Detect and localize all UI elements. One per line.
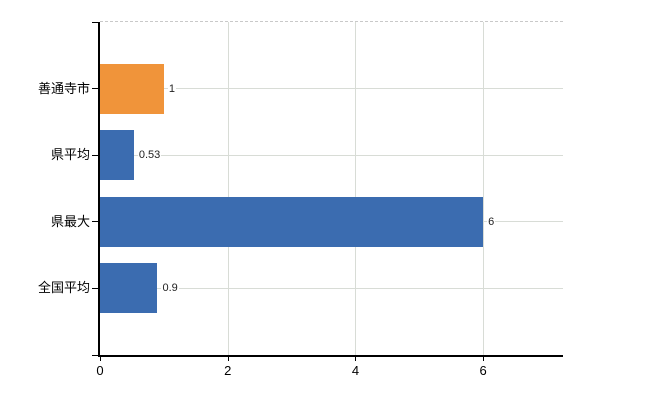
- x-tick-label-2: 4: [351, 363, 360, 378]
- x-axis-line: [98, 355, 563, 357]
- value-label-1: 0.53: [137, 148, 162, 163]
- bar-3: [100, 263, 158, 314]
- y-axis-edge-tick: [92, 21, 98, 23]
- x-tick-label-0: 0: [96, 363, 104, 378]
- y-gridline: [100, 88, 563, 90]
- y-axis-edge-tick: [92, 354, 98, 356]
- x-gridline: [483, 22, 485, 355]
- y-axis-tick: [92, 154, 98, 156]
- y-axis-tick: [92, 221, 98, 223]
- bar-1: [100, 130, 134, 181]
- x-gridline: [227, 22, 229, 355]
- y-axis-tick: [92, 88, 98, 90]
- value-label-0: 1: [167, 81, 176, 96]
- y-gridline: [100, 154, 563, 156]
- x-axis-tick: [227, 357, 229, 361]
- x-axis-tick: [100, 357, 101, 361]
- y-gridline: [100, 287, 563, 289]
- x-tick-label-3: 6: [479, 363, 487, 378]
- value-label-2: 6: [487, 214, 496, 229]
- bar-0: [100, 63, 164, 114]
- category-label-2: 県最大: [50, 213, 90, 229]
- y-axis-line: [98, 22, 100, 355]
- value-label-3: 0.9: [161, 281, 179, 296]
- x-gridline: [355, 22, 357, 355]
- plot-top-border: [100, 21, 563, 22]
- bar-2: [100, 196, 484, 247]
- category-label-3: 全国平均: [37, 280, 90, 296]
- x-axis-tick: [483, 357, 485, 361]
- x-axis-tick: [355, 357, 357, 361]
- y-axis-tick: [92, 287, 98, 289]
- x-tick-label-1: 2: [224, 363, 232, 378]
- category-label-1: 県平均: [50, 147, 90, 163]
- category-label-0: 善通寺市: [37, 80, 90, 96]
